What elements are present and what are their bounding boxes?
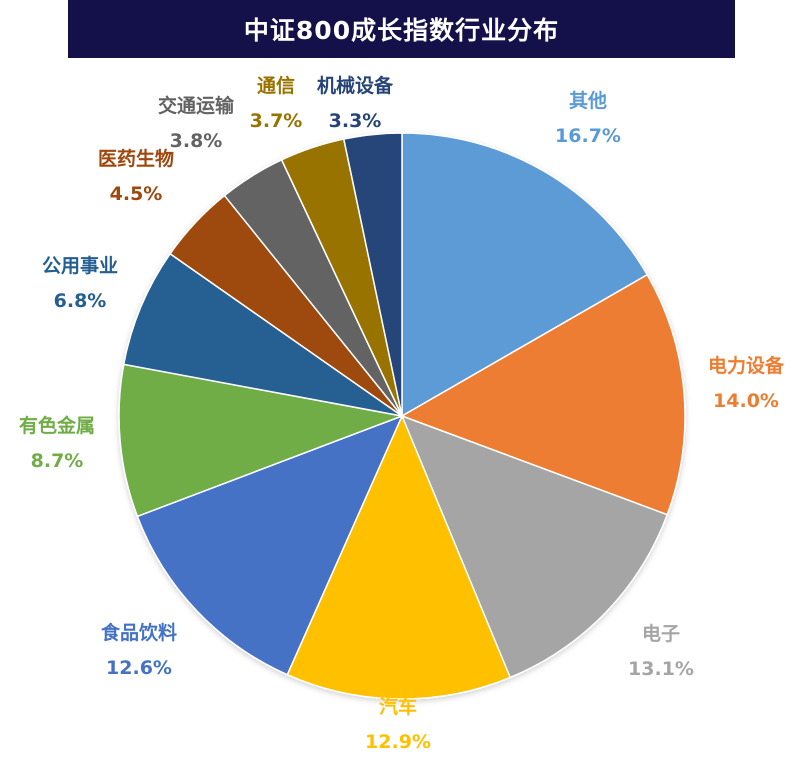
slice-name-label: 电子: [642, 622, 680, 645]
pie-slice-5: [136, 414, 404, 676]
slice-name-label: 通信: [257, 74, 295, 97]
chart-title: 中证800成长指数行业分布: [68, 0, 735, 58]
pie-slice-4: [286, 414, 512, 700]
slice-percent-label: 14.0%: [713, 390, 779, 412]
slice-percent-label: 3.3%: [329, 110, 382, 132]
slice-percent-label: 6.8%: [54, 290, 107, 312]
slice-percent-label: 13.1%: [628, 658, 694, 680]
slice-percent-label: 8.7%: [31, 450, 84, 472]
pie-slice-2: [400, 273, 686, 516]
slice-name-label: 其他: [569, 89, 607, 112]
slice-name-label: 医药生物: [98, 147, 174, 170]
pie-slice-7: [122, 252, 403, 417]
pie-slice-11: [342, 132, 403, 417]
slice-percent-label: 12.9%: [365, 731, 431, 753]
pie-slice-3: [400, 414, 669, 679]
pie-slice-1: [401, 132, 649, 418]
slice-percent-label: 3.7%: [250, 110, 303, 132]
slice-name-label: 有色金属: [19, 414, 95, 437]
pie-slices: [118, 132, 686, 700]
slice-name-label: 公用事业: [42, 254, 118, 277]
slice-percent-label: 3.8%: [170, 130, 223, 152]
slice-percent-label: 4.5%: [110, 183, 163, 205]
slice-percent-label: 16.7%: [555, 125, 621, 147]
slice-name-label: 机械设备: [317, 74, 394, 97]
slice-name-label: 交通运输: [158, 94, 235, 117]
slice-name-label: 食品饮料: [101, 621, 177, 644]
slice-name-label: 汽车: [379, 695, 417, 718]
pie-slice-6: [118, 363, 405, 518]
slice-percent-label: 12.6%: [106, 657, 172, 679]
slice-labels: 其他 16.7% 电力设备 14.0% 电子 13.1% 汽车 12.9% 食品饮料 12.6% 有…: [19, 74, 785, 753]
slice-name-label: 电力设备: [708, 354, 785, 377]
